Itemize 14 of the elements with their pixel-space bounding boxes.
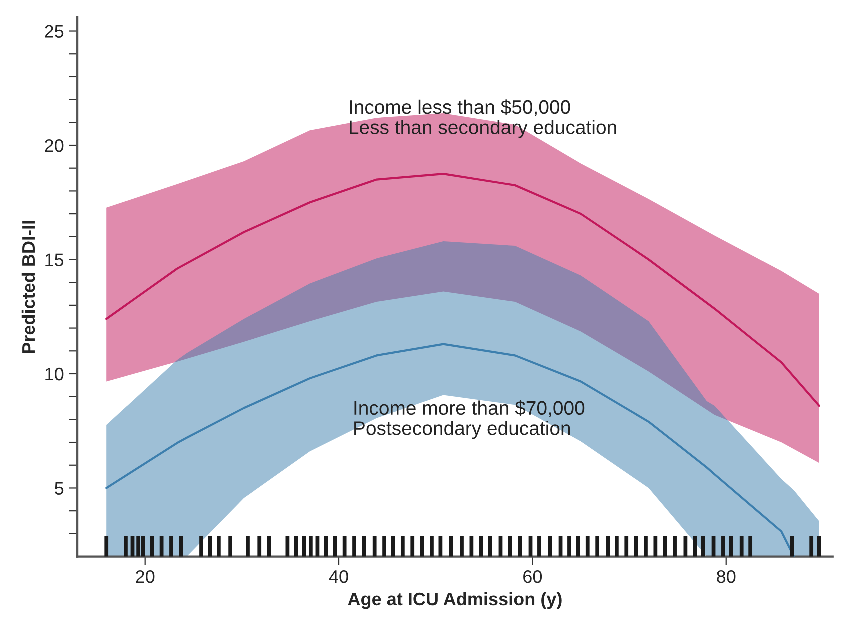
y-tick-label: 15 [46, 254, 64, 266]
series-label: Income more than $70,000 Postsecondary education [354, 400, 585, 440]
x-tick-label: 60 [524, 570, 542, 584]
line-series [106, 343, 796, 557]
y-tick-label: 10 [46, 368, 64, 381]
x-tick-label: 20 [136, 570, 155, 584]
y-tick-label: 25 [45, 25, 64, 38]
text: Income less than $50,000 Less than secondary education [350, 100, 616, 138]
x-axis-title: Age at ICU Admission (y) [348, 592, 562, 610]
y-tick-label: 20 [45, 139, 64, 152]
y-axis-title: Predicted BDI-II [22, 221, 36, 354]
y-tick-label: 5 [55, 482, 64, 495]
x-tick-label: 40 [329, 570, 348, 584]
x-tick-label: 80 [717, 570, 736, 584]
